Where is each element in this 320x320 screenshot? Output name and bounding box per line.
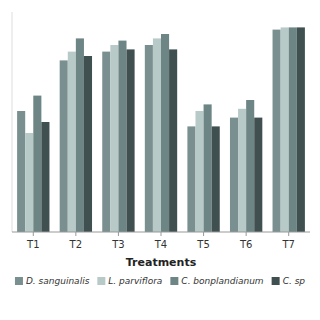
x-tick-label: T2 xyxy=(69,239,82,250)
bar xyxy=(110,45,118,232)
x-tick xyxy=(161,232,162,236)
legend-item: L. parviflora xyxy=(97,276,162,286)
bar xyxy=(246,100,254,232)
bar xyxy=(254,118,262,232)
bar xyxy=(212,126,220,232)
legend-label: D. sanguinalis xyxy=(26,276,90,286)
x-tick-label: T6 xyxy=(239,239,252,250)
x-tick-label: T1 xyxy=(26,239,39,250)
bar xyxy=(25,133,33,232)
chart: T1 T2 T3 T4 T5 T6 T7 Treatments D. sanguinalis L.… xyxy=(0,0,320,320)
x-tick xyxy=(203,232,204,236)
bar xyxy=(60,60,68,232)
bar xyxy=(102,52,110,232)
legend-item: C. sp xyxy=(272,276,306,286)
x-tick-label: T5 xyxy=(196,239,209,250)
bar xyxy=(76,38,84,232)
x-tick-label: T7 xyxy=(281,239,294,250)
legend-label: C. bonplandianum xyxy=(181,276,263,286)
legend-swatch xyxy=(272,277,280,285)
x-tick-label: T4 xyxy=(154,239,167,250)
bar xyxy=(127,49,135,232)
bar xyxy=(84,56,92,232)
bar xyxy=(273,30,281,232)
bar xyxy=(153,38,161,232)
bar xyxy=(204,104,212,232)
bar xyxy=(195,111,203,232)
legend: D. sanguinalis L. parviflora C. bonplandia… xyxy=(15,276,305,286)
x-axis-label: Treatments xyxy=(126,256,197,269)
bar xyxy=(187,126,195,232)
bar xyxy=(41,122,49,232)
legend-label: C. sp xyxy=(283,276,306,286)
legend-item: C. bonplandianum xyxy=(170,276,263,286)
bars xyxy=(17,27,305,232)
x-tick xyxy=(118,232,119,236)
x-tick xyxy=(75,232,76,236)
legend-swatch xyxy=(170,277,178,285)
bar xyxy=(118,41,126,232)
bar xyxy=(238,109,246,232)
bar xyxy=(145,45,153,232)
chart-container: T1 T2 T3 T4 T5 T6 T7 Treatments D. sanguinalis L.… xyxy=(0,0,320,320)
bar xyxy=(281,27,289,232)
bar xyxy=(33,96,41,232)
legend-label: L. parviflora xyxy=(108,276,162,286)
bar xyxy=(169,49,177,232)
bar xyxy=(289,27,297,232)
bar xyxy=(161,34,169,232)
legend-swatch xyxy=(97,277,105,285)
x-tick xyxy=(33,232,34,236)
bar xyxy=(68,52,76,232)
bar xyxy=(297,27,305,232)
x-tick xyxy=(288,232,289,236)
y-axis-line xyxy=(12,12,13,232)
x-tick-label: T3 xyxy=(111,239,124,250)
bar xyxy=(230,118,238,232)
x-tick xyxy=(246,232,247,236)
legend-item: D. sanguinalis xyxy=(15,276,90,286)
bar xyxy=(17,111,25,232)
legend-swatch xyxy=(15,277,23,285)
